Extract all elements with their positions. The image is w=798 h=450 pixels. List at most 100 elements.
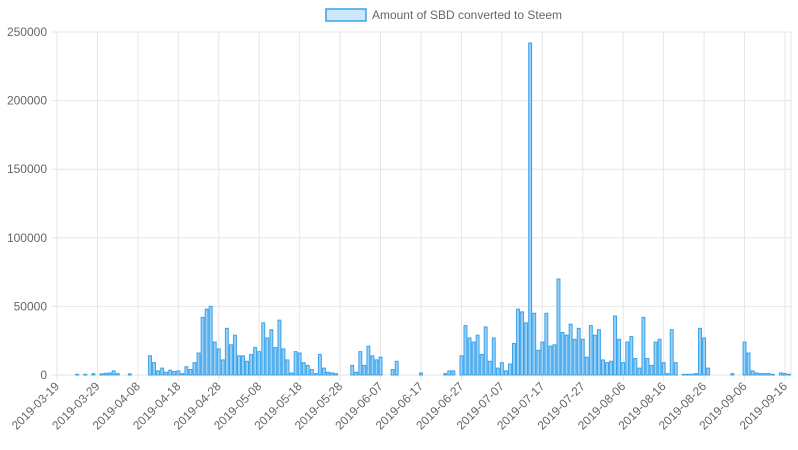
bar (649, 364, 654, 376)
bar (787, 373, 791, 376)
bar (754, 372, 759, 376)
bar (536, 349, 541, 376)
bar (495, 367, 500, 376)
bar (443, 373, 448, 376)
bar (204, 308, 209, 376)
bar (491, 337, 496, 376)
bar (419, 372, 423, 376)
bar (321, 367, 326, 376)
bar (273, 347, 278, 376)
bar (564, 334, 569, 376)
bar (766, 373, 771, 376)
bar (742, 341, 747, 376)
bar (330, 372, 334, 376)
y-tick-label: 100000 (7, 231, 47, 245)
bar (592, 334, 597, 376)
bar (520, 311, 525, 376)
y-tick-label: 150000 (7, 162, 47, 176)
bar (588, 325, 593, 376)
bar (706, 367, 711, 376)
bar (313, 373, 318, 376)
bar (782, 373, 787, 376)
bar (685, 373, 690, 376)
bar (75, 373, 80, 376)
bar (285, 359, 290, 376)
bar (220, 359, 225, 376)
bar (362, 364, 367, 376)
legend-label: Amount of SBD converted to Steem (372, 8, 562, 22)
bar (103, 372, 108, 376)
bar (629, 336, 634, 376)
bar (483, 326, 488, 376)
bar (378, 356, 383, 376)
bar (665, 373, 670, 376)
bar (249, 353, 254, 376)
bar (516, 308, 520, 376)
bar (584, 356, 589, 376)
bar (548, 345, 553, 376)
bar (459, 355, 464, 376)
bar (216, 348, 221, 376)
bar (633, 358, 638, 376)
bar (168, 369, 173, 376)
bar (156, 370, 161, 376)
bar (605, 362, 609, 376)
bar (479, 353, 484, 376)
bar (293, 351, 298, 376)
bar (326, 371, 330, 376)
bar (297, 352, 302, 376)
bar (305, 364, 310, 376)
bar (625, 341, 630, 376)
bar (301, 362, 306, 376)
bar (265, 337, 270, 376)
bar (689, 373, 694, 376)
bar (107, 372, 112, 376)
bar (560, 331, 565, 376)
bar (232, 334, 237, 376)
bar (568, 323, 573, 376)
bar (730, 373, 735, 376)
bar (241, 355, 245, 376)
bar (673, 362, 678, 376)
bar (200, 316, 205, 376)
bar (257, 351, 262, 376)
bar (148, 355, 152, 376)
bar (188, 369, 193, 376)
y-tick-label: 0 (40, 368, 47, 382)
bar (91, 373, 96, 376)
bar (770, 373, 775, 376)
bar (111, 370, 116, 376)
bar (196, 352, 201, 376)
bar (281, 348, 286, 376)
bar (228, 344, 233, 376)
bar (224, 327, 229, 376)
bar (475, 334, 480, 376)
bar (394, 360, 399, 376)
bar (503, 370, 508, 376)
bar (617, 338, 622, 376)
bar (164, 371, 169, 376)
bar (524, 322, 529, 376)
bar (552, 344, 557, 376)
bar (572, 338, 577, 376)
bar (152, 362, 157, 376)
bar (641, 316, 646, 376)
bar (350, 364, 355, 376)
y-tick-label: 200000 (7, 94, 47, 108)
y-tick-label: 250000 (7, 25, 47, 39)
bar (160, 367, 165, 376)
bar (269, 329, 274, 376)
bar (702, 337, 707, 376)
bar (366, 345, 371, 376)
bar (609, 360, 614, 376)
bar (471, 341, 476, 376)
bar (653, 341, 658, 376)
legend-swatch (325, 8, 367, 22)
legend-item: Amount of SBD converted to Steem (325, 8, 562, 22)
bar (467, 337, 472, 376)
bar (374, 359, 379, 376)
bar (354, 371, 359, 376)
bar (750, 370, 755, 376)
bar (532, 312, 537, 376)
